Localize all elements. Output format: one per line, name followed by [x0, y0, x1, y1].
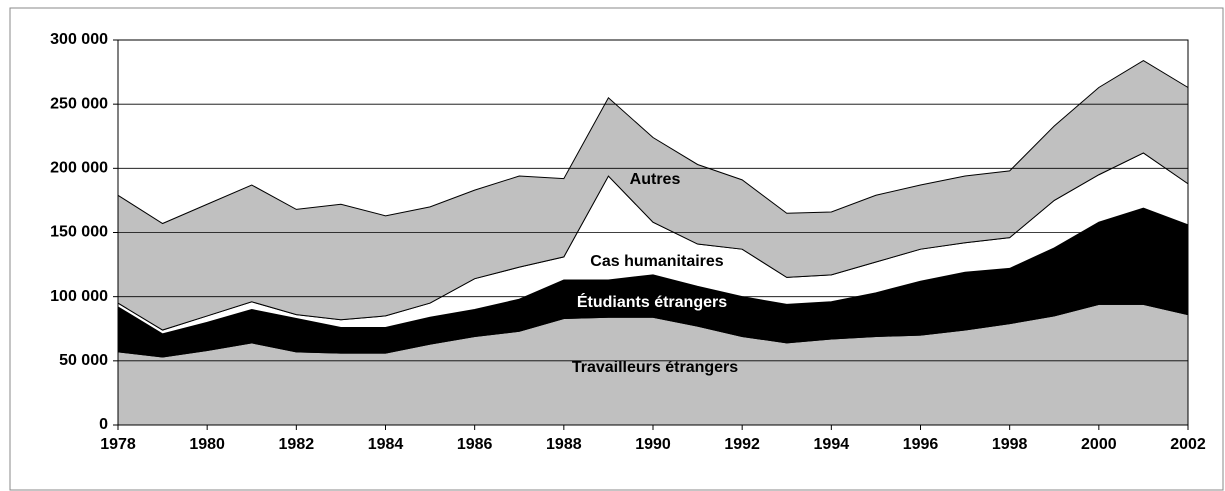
x-tick-label: 1986 — [457, 436, 493, 453]
x-tick-label: 1998 — [992, 436, 1028, 453]
x-tick-label: 1994 — [814, 436, 850, 453]
y-tick-label: 0 — [99, 416, 108, 433]
y-tick-label: 300 000 — [50, 31, 108, 48]
y-tick-label: 150 000 — [50, 224, 108, 241]
y-tick-label: 250 000 — [50, 95, 108, 112]
x-tick-label: 2000 — [1081, 436, 1117, 453]
x-tick-label: 2002 — [1170, 436, 1206, 453]
x-tick-label: 1996 — [903, 436, 939, 453]
series-label: Cas humanitaires — [590, 253, 723, 270]
x-tick-label: 1984 — [368, 436, 404, 453]
x-tick-label: 1978 — [100, 436, 136, 453]
x-tick-label: 1980 — [189, 436, 225, 453]
x-tick-label: 1990 — [635, 436, 671, 453]
y-tick-label: 200 000 — [50, 160, 108, 177]
series-label: Autres — [630, 171, 681, 188]
y-tick-label: 50 000 — [59, 352, 108, 369]
x-tick-label: 1982 — [279, 436, 315, 453]
x-tick-label: 1992 — [724, 436, 760, 453]
series-label: Travailleurs étrangers — [572, 359, 738, 376]
series-label: Étudiants étrangers — [577, 292, 727, 311]
x-tick-label: 1988 — [546, 436, 582, 453]
y-tick-label: 100 000 — [50, 288, 108, 305]
